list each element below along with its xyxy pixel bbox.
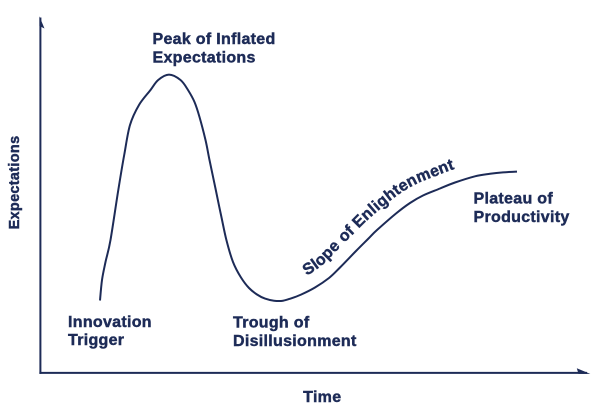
svg-text:Expectations: Expectations (153, 50, 256, 67)
svg-text:Productivity: Productivity (474, 209, 570, 226)
svg-text:Expectations: Expectations (7, 136, 23, 230)
svg-text:Time: Time (303, 389, 341, 406)
svg-text:Disillusionment: Disillusionment (233, 333, 357, 350)
svg-text:Trigger: Trigger (68, 332, 124, 349)
svg-text:Innovation: Innovation (68, 314, 152, 331)
svg-text:Trough of: Trough of (233, 314, 310, 331)
svg-text:Peak of Inflated: Peak of Inflated (153, 31, 276, 48)
svg-text:Plateau of: Plateau of (474, 190, 554, 207)
